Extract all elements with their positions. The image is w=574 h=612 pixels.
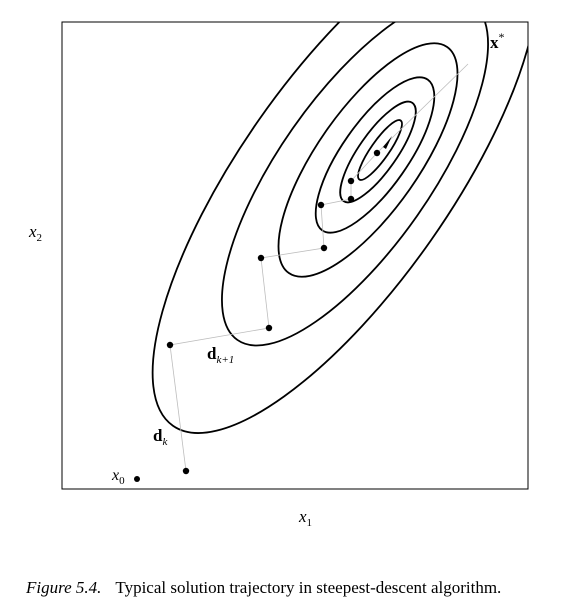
iterate-point — [317, 201, 325, 209]
descent-trajectory — [169, 63, 469, 472]
iterate-point — [347, 195, 355, 203]
iterate-point — [320, 244, 328, 252]
direction-dk1-label: dk+1 — [207, 344, 234, 366]
y-axis-label: x2 — [28, 222, 42, 244]
start-point-marker — [134, 476, 140, 482]
contour-lines — [151, 22, 528, 434]
start-point-label: x0 — [111, 467, 125, 487]
iterate-point — [166, 341, 174, 349]
converging-arrow — [383, 136, 392, 149]
x-axis-label: x1 — [298, 507, 312, 529]
contour-ellipse — [357, 119, 403, 181]
contour-ellipse — [151, 22, 528, 434]
direction-dk-label: dk — [153, 426, 168, 448]
iterate-point — [265, 324, 273, 332]
figure-number: Figure 5.4. — [26, 578, 102, 597]
iterate-point — [373, 149, 381, 157]
contour-ellipse — [277, 42, 459, 278]
optimum-label: x* — [490, 30, 505, 52]
figure-caption: Figure 5.4. Typical solution trajectory i… — [26, 578, 501, 598]
plot-frame — [61, 21, 529, 490]
iterate-point — [182, 467, 190, 475]
contour-ellipse — [221, 22, 489, 347]
iterate-point — [347, 177, 355, 185]
caption-text: Typical solution trajectory in steepest-… — [115, 578, 502, 597]
contour-ellipse — [314, 76, 436, 234]
contour-ellipse — [339, 100, 417, 204]
iterate-point — [257, 254, 265, 262]
iterate-points — [134, 149, 381, 482]
